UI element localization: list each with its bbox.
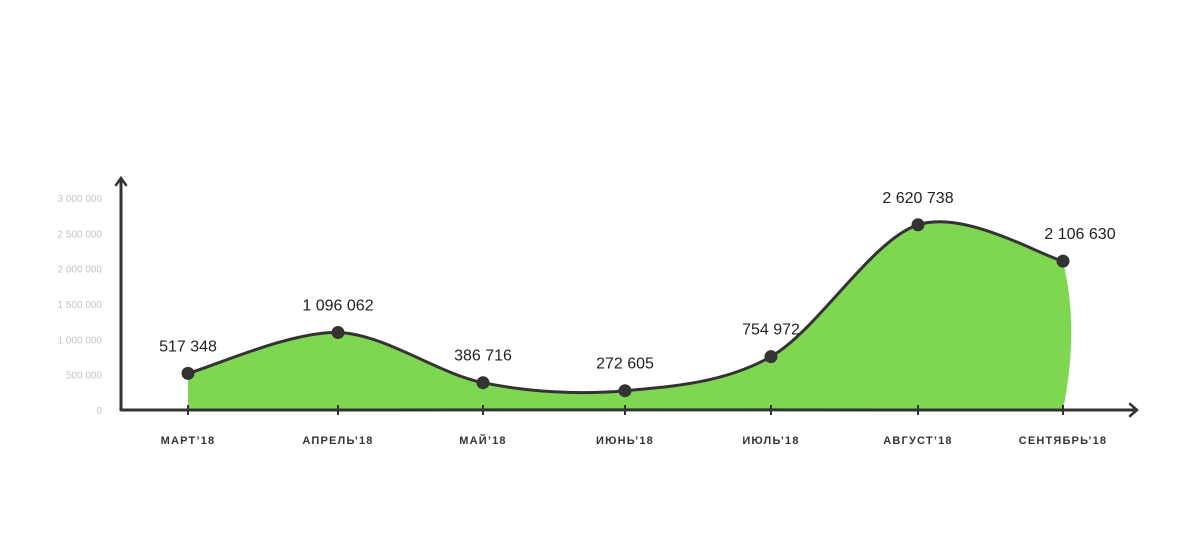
data-point: [181, 366, 195, 380]
area-fill: [188, 221, 1072, 410]
data-point: [618, 384, 632, 398]
data-point: [331, 326, 345, 339]
x-axis-tick-marks: [187, 405, 1064, 415]
x-axis-labels: МАРТ’18 АПРЕЛЬ’18 МАЙ’18 ИЮНЬ’18 ИЮЛЬ’18 АВГУ…: [161, 434, 1108, 447]
y-tick-label: 500 000: [66, 371, 103, 382]
x-axis-arrow-icon: [1128, 402, 1139, 418]
y-tick-label: 2 000 000: [58, 265, 103, 276]
y-tick-label: 2 500 000: [58, 229, 103, 240]
x-tick-label: СЕНТЯБРЬ’18: [1019, 435, 1108, 447]
y-axis-arrow-icon: [114, 175, 128, 187]
data-point: [911, 218, 925, 232]
x-tick-label: МАРТ’18: [161, 435, 216, 447]
x-tick-label: МАЙ’18: [459, 434, 507, 447]
data-point: [476, 376, 490, 390]
x-tick-label: АПРЕЛЬ’18: [302, 435, 373, 447]
data-label: 386 716: [454, 348, 512, 365]
data-label: 754 972: [742, 322, 800, 339]
data-label: 517 348: [159, 338, 217, 355]
data-point: [764, 350, 778, 364]
y-axis-ticks: 0 500 000 1 000 000 1 500 000 2 000 000 2 500…: [58, 194, 103, 417]
y-tick-label: 1 500 000: [58, 300, 103, 311]
x-axis: [119, 408, 1136, 412]
x-tick-label: ИЮЛЬ’18: [742, 435, 799, 447]
data-label: 272 605: [596, 356, 654, 373]
data-label: 1 096 062: [302, 298, 373, 315]
data-label: 2 620 738: [882, 190, 953, 207]
data-label: 2 106 630: [1044, 226, 1115, 243]
y-tick-label: 3 000 000: [58, 194, 103, 205]
x-tick-label: ИЮНЬ’18: [596, 435, 654, 447]
y-tick-label: 0: [96, 406, 102, 417]
data-markers: [181, 218, 1070, 398]
y-tick-label: 1 000 000: [58, 335, 103, 346]
x-tick-label: АВГУСТ’18: [883, 435, 952, 447]
data-labels: 517 348 1 096 062 386 716 272 605 754 972 2 6…: [159, 190, 1116, 373]
data-point: [1056, 254, 1070, 268]
